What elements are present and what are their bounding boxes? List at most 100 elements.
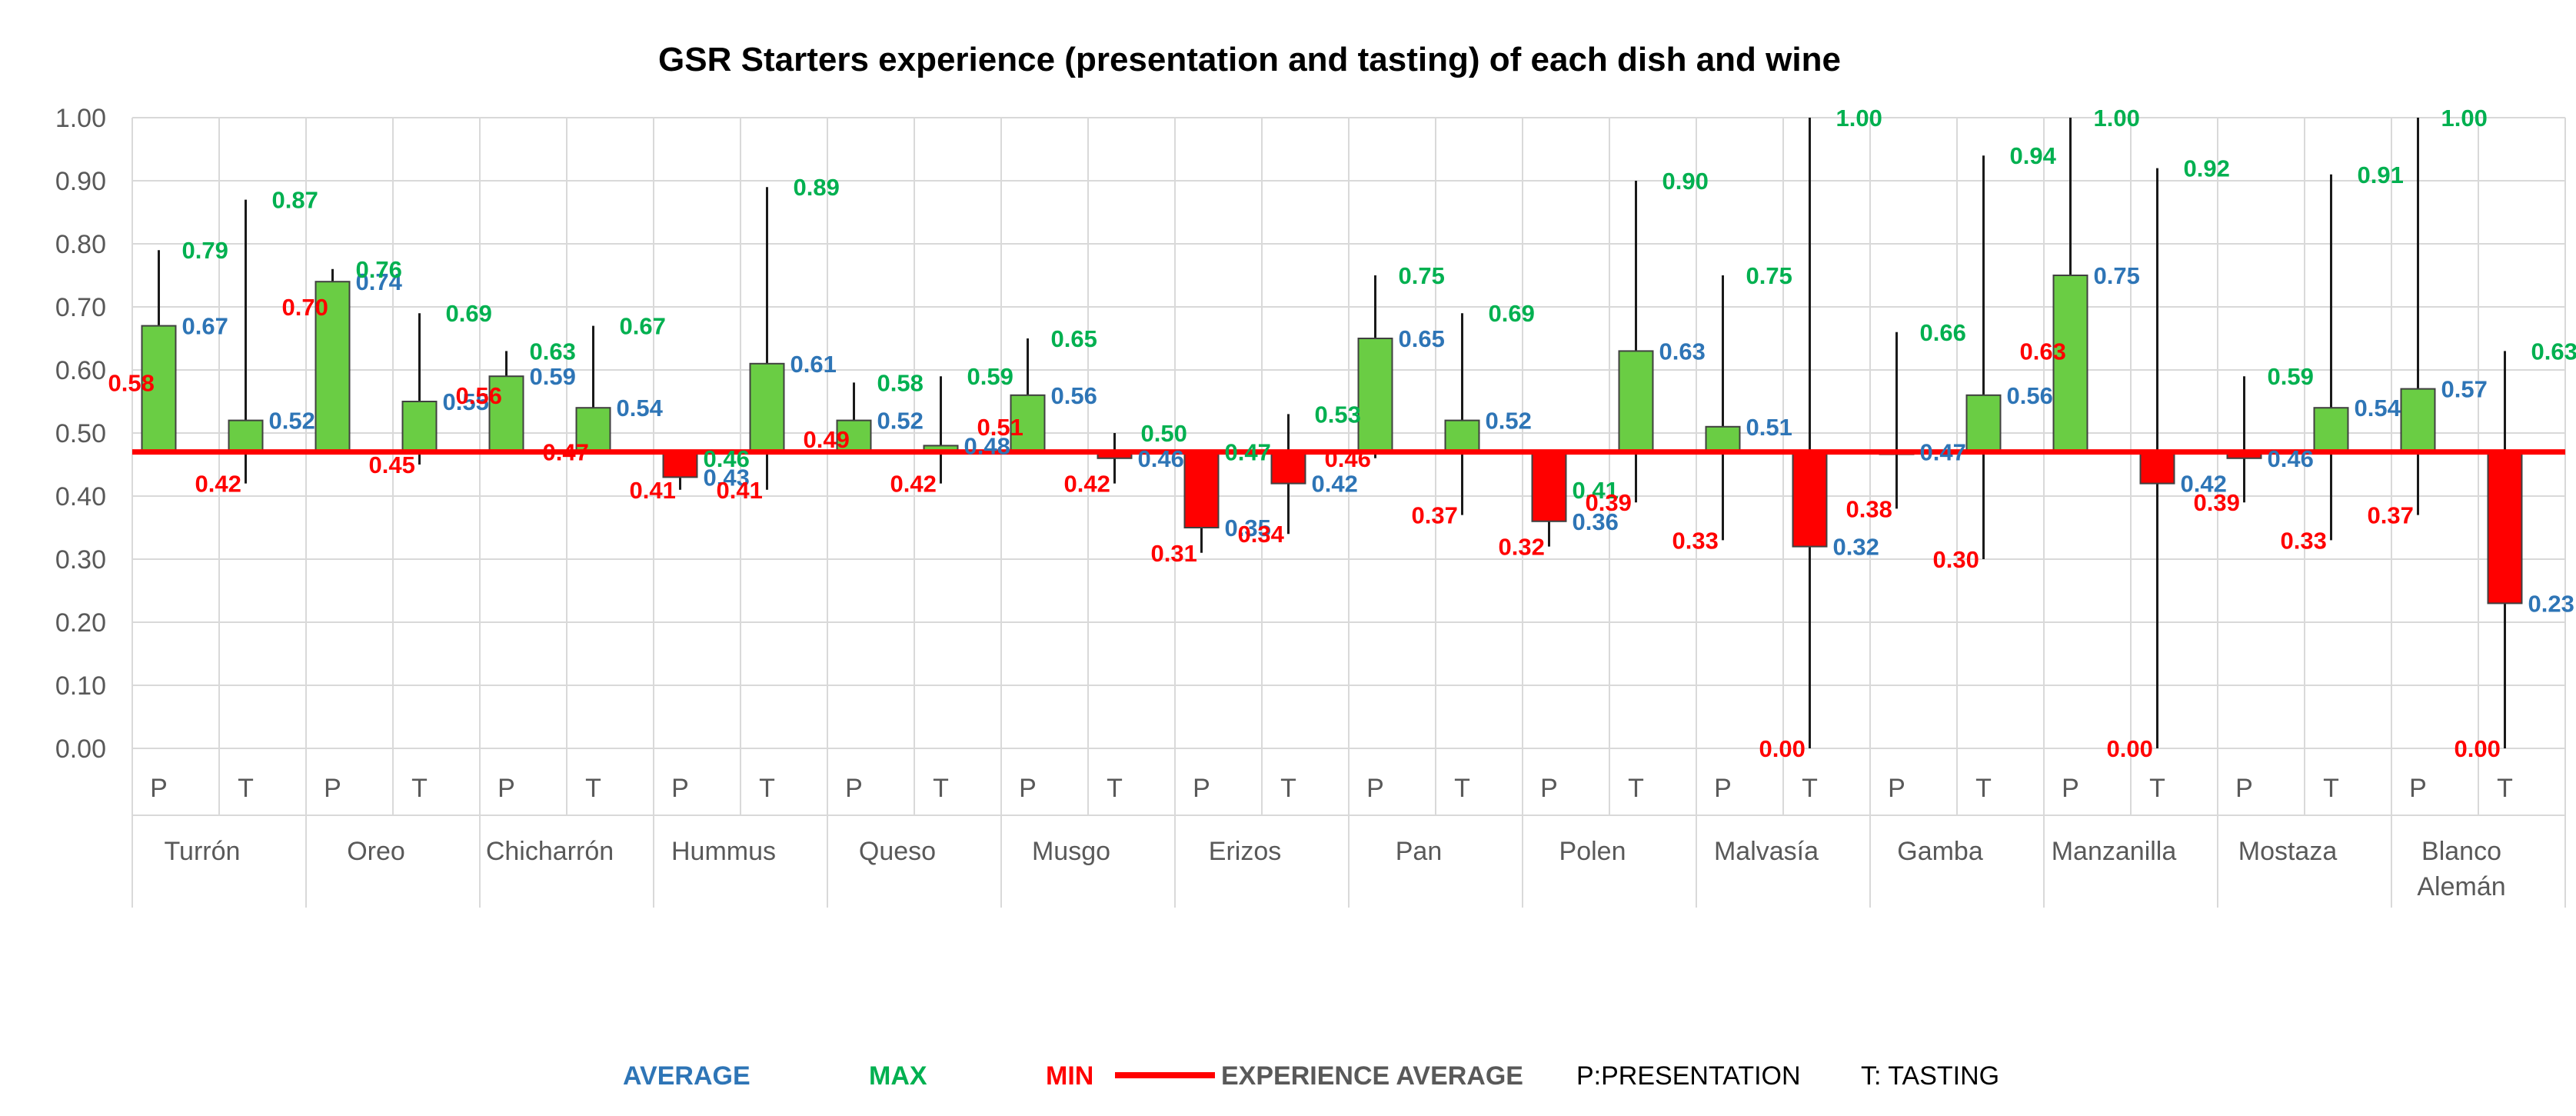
average-label: 0.52 <box>269 408 315 435</box>
data-label-layer: 0.67 0.79 0.58 0.52 0.87 0.42 0.740.76 0.70 0.55… <box>108 105 2576 762</box>
average-label: 0.65 <box>1399 325 1445 352</box>
sub-category-label: P <box>1540 774 1558 803</box>
average-label: 0.74 <box>356 268 403 295</box>
max-label: 0.58 <box>877 369 924 396</box>
average-bar <box>315 281 351 453</box>
min-label: 0.47 <box>543 439 589 466</box>
sub-category-label: T <box>2497 774 2513 803</box>
chart-title: GSR Starters experience (presentation an… <box>658 41 1841 78</box>
category-label: Polen <box>1559 837 1626 866</box>
legend-min: MIN <box>1046 1061 1093 1091</box>
min-label: 0.42 <box>890 471 937 498</box>
average-bar <box>575 407 611 453</box>
average-label: 0.46 <box>1138 445 1184 472</box>
average-label: 0.52 <box>1486 408 1532 435</box>
sub-category-label: T <box>238 774 254 803</box>
average-label: 0.61 <box>790 351 837 378</box>
average-bar <box>2313 407 2349 453</box>
min-label: 0.31 <box>1151 540 1197 567</box>
sub-category-label: T <box>1802 774 1818 803</box>
average-label: 0.55 <box>443 388 489 415</box>
average-bar <box>1357 338 1393 453</box>
sub-category-label: T <box>2323 774 2339 803</box>
average-bar <box>662 451 698 478</box>
max-label: 0.91 <box>2358 162 2404 188</box>
category-label: Queso <box>859 837 936 866</box>
category-label: Oreo <box>347 837 405 866</box>
sub-category-label: T <box>1628 774 1644 803</box>
min-label: 0.58 <box>108 369 155 396</box>
min-label: 0.32 <box>1499 534 1545 561</box>
max-label: 0.67 <box>620 313 666 340</box>
min-label: 0.42 <box>1064 471 1110 498</box>
average-bar <box>2052 275 2088 453</box>
sub-category-label: P <box>150 774 168 803</box>
min-label: 0.34 <box>1238 521 1285 548</box>
average-label: 0.63 <box>1659 338 1706 365</box>
bar-layer <box>141 275 2523 605</box>
sub-category-label: T <box>1107 774 1123 803</box>
max-label: 1.00 <box>1836 105 1882 132</box>
sub-category-label: T <box>759 774 775 803</box>
average-label: 0.35 <box>1225 515 1271 541</box>
max-label: 0.76 <box>356 256 402 283</box>
grid-layer <box>131 117 2566 908</box>
average-label: 0.47 <box>1920 439 1966 466</box>
average-label: 0.54 <box>2355 395 2401 421</box>
min-label: 0.00 <box>1759 735 1806 762</box>
min-label: 0.37 <box>1412 502 1458 529</box>
min-label: 0.00 <box>2107 735 2153 762</box>
min-label: 0.37 <box>2368 502 2414 529</box>
average-bar <box>1444 419 1480 453</box>
average-bar <box>401 401 438 453</box>
sub-category-label: T <box>411 774 428 803</box>
sub-category-label: P <box>1019 774 1037 803</box>
category-label: Turrón <box>165 837 241 866</box>
min-label: 0.46 <box>1325 445 1371 472</box>
legend-presentation: P:PRESENTATION <box>1576 1061 1801 1091</box>
average-bar <box>1270 451 1306 485</box>
category-label: Malvasía <box>1714 837 1819 866</box>
max-label: 0.69 <box>446 300 492 327</box>
sub-category-label: P <box>2409 774 2427 803</box>
max-label: 0.53 <box>1315 401 1361 428</box>
min-label: 0.63 <box>2020 338 2066 365</box>
average-label: 0.54 <box>617 395 664 421</box>
category-label: Musgo <box>1032 837 1110 866</box>
average-label: 0.48 <box>964 432 1010 459</box>
min-label: 0.45 <box>369 451 415 478</box>
max-label: 0.50 <box>1141 420 1187 447</box>
average-bar <box>1965 394 2002 453</box>
average-label: 0.23 <box>2528 590 2574 617</box>
y-tick-label: 0.00 <box>55 735 106 764</box>
min-label: 0.33 <box>1672 527 1719 554</box>
average-label: 0.36 <box>1573 508 1619 535</box>
average-label: 0.56 <box>2007 382 2053 409</box>
min-label: 0.51 <box>977 414 1023 441</box>
min-label: 0.38 <box>1846 495 1892 522</box>
x-axis-labels: P T Turrón P T Oreo P T Chicharrón P T Hummus P T Ques… <box>150 774 2513 901</box>
average-label: 0.59 <box>530 363 576 390</box>
max-label: 0.75 <box>1746 262 1792 289</box>
category-label: Alemán <box>2417 872 2505 901</box>
y-tick-label: 0.60 <box>55 356 106 385</box>
max-label: 0.63 <box>530 338 576 365</box>
average-bar <box>2139 451 2175 485</box>
category-label: Hummus <box>671 837 776 866</box>
min-label: 0.00 <box>2455 735 2501 762</box>
max-label: 0.46 <box>704 445 750 472</box>
average-label: 0.51 <box>1746 414 1792 441</box>
category-label: Mostaza <box>2238 837 2338 866</box>
max-label: 1.00 <box>2094 105 2140 132</box>
sub-category-label: P <box>845 774 863 803</box>
sub-category-label: P <box>2235 774 2253 803</box>
y-tick-label: 0.80 <box>55 230 106 259</box>
legend: AVERAGE MAX MIN EXPERIENCE AVERAGE P:PRE… <box>623 1061 1999 1091</box>
sub-category-label: P <box>671 774 689 803</box>
y-tick-label: 0.30 <box>55 545 106 575</box>
category-label: Manzanilla <box>2052 837 2177 866</box>
average-label: 0.42 <box>1312 471 1358 498</box>
y-tick-label: 0.20 <box>55 608 106 638</box>
min-label: 0.70 <box>282 294 328 321</box>
